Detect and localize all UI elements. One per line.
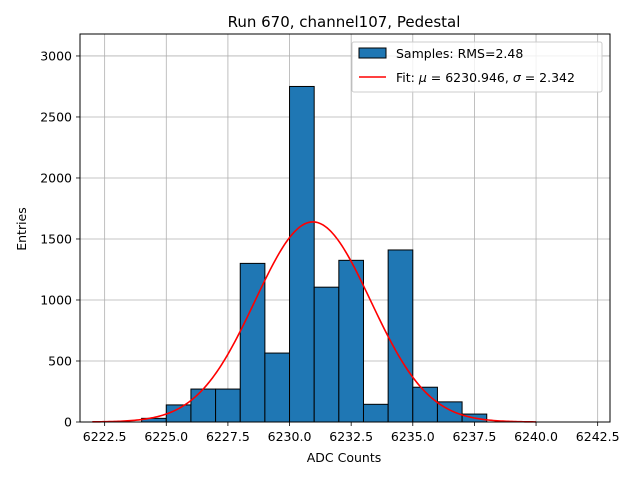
x-tick-label: 6232.5: [329, 429, 373, 444]
x-tick-label: 6237.5: [453, 429, 497, 444]
y-tick-label: 3000: [40, 48, 72, 63]
histogram-bar: [387, 249, 414, 423]
x-tick-label: 6230.0: [268, 429, 312, 444]
gaussian-fit: [92, 221, 537, 423]
x-tick-label: 6222.5: [83, 429, 127, 444]
histogram-bar: [264, 352, 291, 423]
legend-box: [351, 41, 603, 93]
y-tick-label: 500: [48, 353, 72, 368]
y-axis-label: Entries: [14, 207, 29, 251]
x-tick-label: 6240.0: [514, 429, 558, 444]
y-tick-label: 2500: [40, 109, 72, 124]
chart-title: Run 670, channel107, Pedestal: [228, 13, 461, 31]
y-tick-label: 1500: [40, 231, 72, 246]
x-axis-label: ADC Counts: [307, 450, 382, 465]
y-axis-ticks: 0 500 1000 1500 2000 2500 3000: [40, 48, 80, 430]
fit-curve: [92, 221, 537, 423]
histogram-bar: [313, 286, 340, 423]
x-axis-ticks: 6222.5 6225.0 6227.5 6230.0 6232.5 6235.0 6237…: [83, 422, 620, 444]
x-tick-label: 6235.0: [391, 429, 435, 444]
histogram-bar: [190, 388, 217, 423]
histogram-bar: [215, 388, 241, 423]
legend-samples-swatch: [358, 47, 387, 59]
histogram-bar: [362, 403, 389, 423]
y-tick-label: 1000: [40, 292, 72, 307]
legend-fit-label: Fit: μ = 6230.946, σ = 2.342: [396, 70, 575, 85]
x-tick-label: 6227.5: [206, 429, 250, 444]
legend-samples-label: Samples: RMS=2.48: [396, 46, 523, 61]
histogram-bar: [289, 85, 315, 423]
plot-frame: [79, 33, 611, 423]
y-tick-label: 0: [64, 415, 72, 430]
y-tick-label: 2000: [40, 170, 72, 185]
x-tick-label: 6225.0: [144, 429, 188, 444]
legend: Samples: RMS=2.48 Fit: μ = 6230.946, σ =…: [351, 41, 603, 93]
x-tick-label: 6242.5: [576, 429, 620, 444]
histogram-bar: [338, 259, 364, 423]
